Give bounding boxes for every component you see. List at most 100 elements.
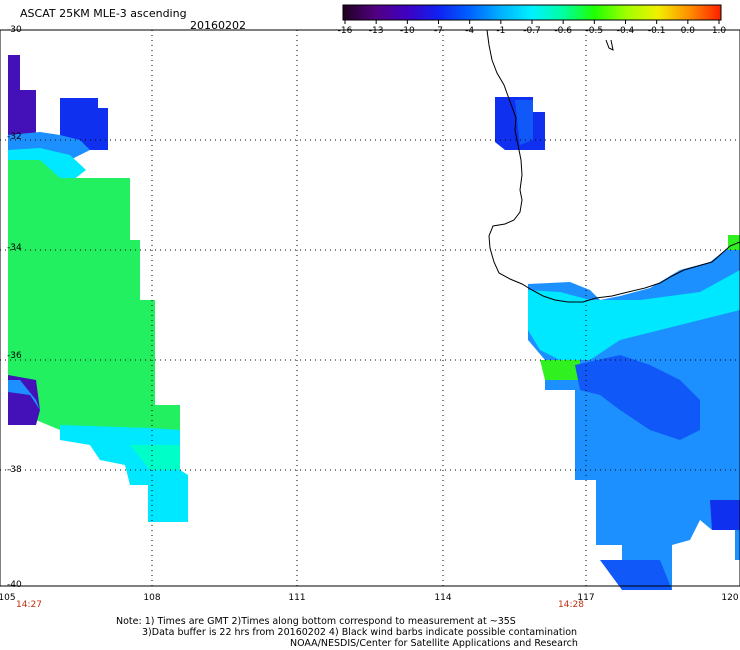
- colorbar-segment: [616, 5, 618, 20]
- colorbar-segment: [599, 5, 601, 20]
- colorbar-segment: [530, 5, 532, 20]
- colorbar-segment: [354, 5, 356, 20]
- colorbar-segment: [412, 5, 414, 20]
- colorbar-segment: [559, 5, 561, 20]
- colorbar-segment: [392, 5, 394, 20]
- lon-label: 108: [143, 593, 161, 603]
- lon-label: 120: [721, 593, 739, 603]
- colorbar-segment: [381, 5, 383, 20]
- colorbar-segment: [518, 5, 520, 20]
- colorbar-segment: [463, 5, 465, 20]
- colorbar-segment: [691, 5, 693, 20]
- swath-region: [8, 160, 180, 440]
- colorbar-segment: [376, 5, 378, 20]
- colorbar-segment: [699, 5, 701, 20]
- colorbar-segment: [566, 5, 568, 20]
- swath-region: [600, 560, 672, 590]
- colorbar-segment: [547, 5, 549, 20]
- colorbar-segment: [486, 5, 488, 20]
- colorbar-segment: [625, 5, 627, 20]
- colorbar-segment: [709, 5, 711, 20]
- colorbar-segment: [662, 5, 664, 20]
- colorbar-segment: [595, 5, 597, 20]
- colorbar-segment: [442, 5, 444, 20]
- colorbar-segment: [416, 5, 418, 20]
- colorbar-segment: [382, 5, 384, 20]
- colorbar-segment: [494, 5, 496, 20]
- colorbar-segment: [523, 5, 525, 20]
- colorbar-segment: [718, 5, 720, 20]
- colorbar-segment: [398, 5, 400, 20]
- lat-label: -40: [7, 580, 22, 590]
- colorbar-segment: [343, 5, 345, 20]
- colorbar-segment: [400, 5, 402, 20]
- colorbar-segment: [361, 5, 363, 20]
- colorbar-segment: [408, 5, 410, 20]
- colorbar-segment: [593, 5, 595, 20]
- colorbar-segment: [589, 5, 591, 20]
- colorbar-segment: [515, 5, 517, 20]
- colorbar-segment: [543, 5, 545, 20]
- colorbar-segment: [473, 5, 475, 20]
- colorbar-segment: [654, 5, 656, 20]
- colorbar-segment: [377, 5, 379, 20]
- colorbar-segment: [635, 5, 637, 20]
- colorbar-segment: [696, 5, 698, 20]
- colorbar-segment: [469, 5, 471, 20]
- colorbar-segment: [452, 5, 454, 20]
- colorbar-segment: [665, 5, 667, 20]
- colorbar-segment: [383, 5, 385, 20]
- colorbar-segment: [464, 5, 466, 20]
- colorbar-segment: [690, 5, 692, 20]
- colorbar-segment: [677, 5, 679, 20]
- colorbar-segment: [560, 5, 562, 20]
- swath-region: [8, 380, 40, 410]
- colorbar-label: -0.4: [616, 26, 635, 36]
- colorbar-segment: [453, 5, 455, 20]
- colorbar-segment: [565, 5, 567, 20]
- lon-label: 117: [577, 593, 595, 603]
- colorbar-segment: [434, 5, 436, 20]
- colorbar-segment: [535, 5, 537, 20]
- colorbar-segment: [537, 5, 539, 20]
- colorbar-segment: [427, 5, 429, 20]
- colorbar-segment: [667, 5, 669, 20]
- colorbar-segment: [615, 5, 617, 20]
- colorbar-segment: [536, 5, 538, 20]
- colorbar-segment: [466, 5, 468, 20]
- colorbar-segment: [584, 5, 586, 20]
- colorbar-segment: [419, 5, 421, 20]
- colorbar-segment: [397, 5, 399, 20]
- colorbar-segment: [587, 5, 589, 20]
- colorbar-segment: [558, 5, 560, 20]
- colorbar-label: 0.0: [680, 26, 695, 36]
- colorbar-segment: [702, 5, 704, 20]
- colorbar-segment: [701, 5, 703, 20]
- colorbar-segment: [374, 5, 376, 20]
- colorbar-segment: [617, 5, 619, 20]
- colorbar-segment: [573, 5, 575, 20]
- colorbar-segment: [551, 5, 553, 20]
- colorbar-segment: [632, 5, 634, 20]
- colorbar-segment: [356, 5, 358, 20]
- colorbar-segment: [570, 5, 572, 20]
- colorbar-segment: [539, 5, 541, 20]
- colorbar-segment: [719, 5, 721, 20]
- colorbar-segment: [513, 5, 515, 20]
- colorbar-segment: [620, 5, 622, 20]
- colorbar-segment: [659, 5, 661, 20]
- colorbar-segment: [627, 5, 629, 20]
- colorbar-segment: [503, 5, 505, 20]
- colorbar-segment: [449, 5, 451, 20]
- map-frame: [0, 29, 740, 587]
- colorbar-segment: [479, 5, 481, 20]
- colorbar-segment: [574, 5, 576, 20]
- colorbar-segment: [418, 5, 420, 20]
- colorbar-segment: [541, 5, 543, 20]
- colorbar-segment: [444, 5, 446, 20]
- swath-region: [60, 425, 188, 522]
- colorbar-segment: [628, 5, 630, 20]
- colorbar-segment: [604, 5, 606, 20]
- colorbar-segment: [688, 5, 690, 20]
